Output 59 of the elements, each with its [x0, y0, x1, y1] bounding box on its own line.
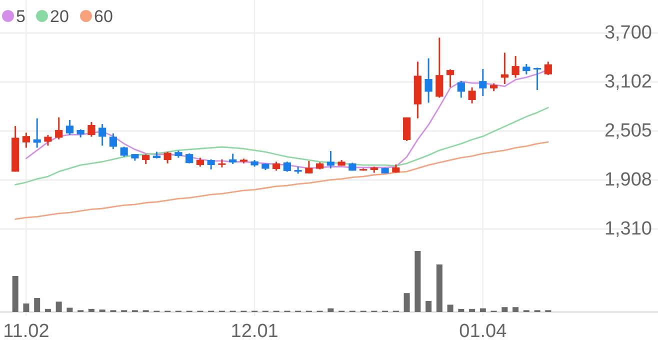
candlestick [283, 160, 291, 172]
x-tick-label: 01.04 [459, 321, 508, 342]
y-tick-label: 2,505 [604, 120, 652, 142]
candlestick [44, 134, 52, 146]
bar [12, 276, 18, 312]
bar [404, 293, 410, 312]
bar [480, 308, 486, 312]
bar [44, 308, 51, 312]
candlestick [326, 150, 334, 170]
candlestick [457, 80, 465, 98]
candlestick [512, 55, 520, 78]
y-tick-label: 1,908 [604, 169, 652, 190]
candlestick [229, 152, 237, 165]
bar [23, 303, 30, 312]
legend-label: 5 [16, 7, 26, 26]
candlestick [468, 86, 476, 104]
bar [512, 307, 519, 312]
x-tick-label: 11.02 [3, 321, 50, 342]
candlestick [186, 152, 194, 164]
candlestick [522, 63, 530, 76]
bar [66, 308, 73, 312]
x-tick-label: 12.01 [230, 321, 278, 342]
candlestick [479, 68, 487, 97]
bar [469, 308, 476, 312]
candlestick [305, 160, 313, 174]
candlestick [120, 146, 128, 158]
candlestick [88, 121, 96, 138]
candlestick [22, 132, 30, 148]
y-tick-label: 3,700 [604, 22, 652, 44]
y-tick-label: 1,310 [604, 218, 652, 240]
candlestick [142, 154, 150, 165]
candlestick [55, 116, 63, 140]
candlestick [66, 119, 74, 136]
bar [502, 307, 508, 312]
bar [328, 308, 334, 312]
candlestick [207, 158, 215, 170]
candlestick [446, 68, 454, 88]
candlestick [436, 36, 444, 98]
candlestick [533, 66, 542, 91]
candlestick [403, 116, 411, 142]
bar [426, 301, 432, 312]
bar [436, 264, 442, 312]
bar [88, 308, 94, 312]
candlestick [164, 151, 172, 164]
candlestick [424, 58, 432, 104]
legend-label: 60 [94, 7, 113, 26]
bar [458, 308, 464, 312]
legend-label: 20 [50, 7, 69, 26]
y-tick-label: 3,102 [604, 72, 652, 93]
line-series [14, 106, 549, 186]
candlestick [544, 60, 552, 76]
bar [414, 251, 421, 312]
candlestick [109, 132, 118, 150]
bar [56, 302, 62, 312]
line-series [14, 141, 549, 220]
bar [34, 298, 40, 312]
candlestick [98, 123, 106, 146]
bar [447, 304, 454, 312]
candlestick [272, 160, 280, 172]
